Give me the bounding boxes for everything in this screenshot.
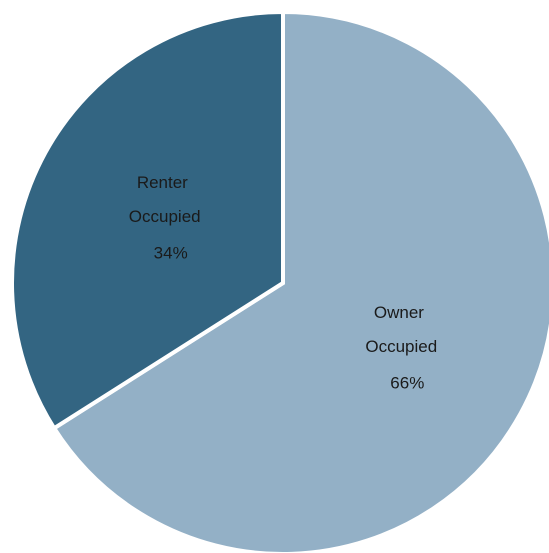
value-label: 66% xyxy=(390,374,424,393)
slice-label: Renter Occupied xyxy=(129,173,201,226)
slice-label: Owner Occupied xyxy=(365,304,437,357)
pie-slice xyxy=(51,9,549,553)
value-label: 34% xyxy=(154,243,188,262)
pie-slice xyxy=(10,9,285,431)
